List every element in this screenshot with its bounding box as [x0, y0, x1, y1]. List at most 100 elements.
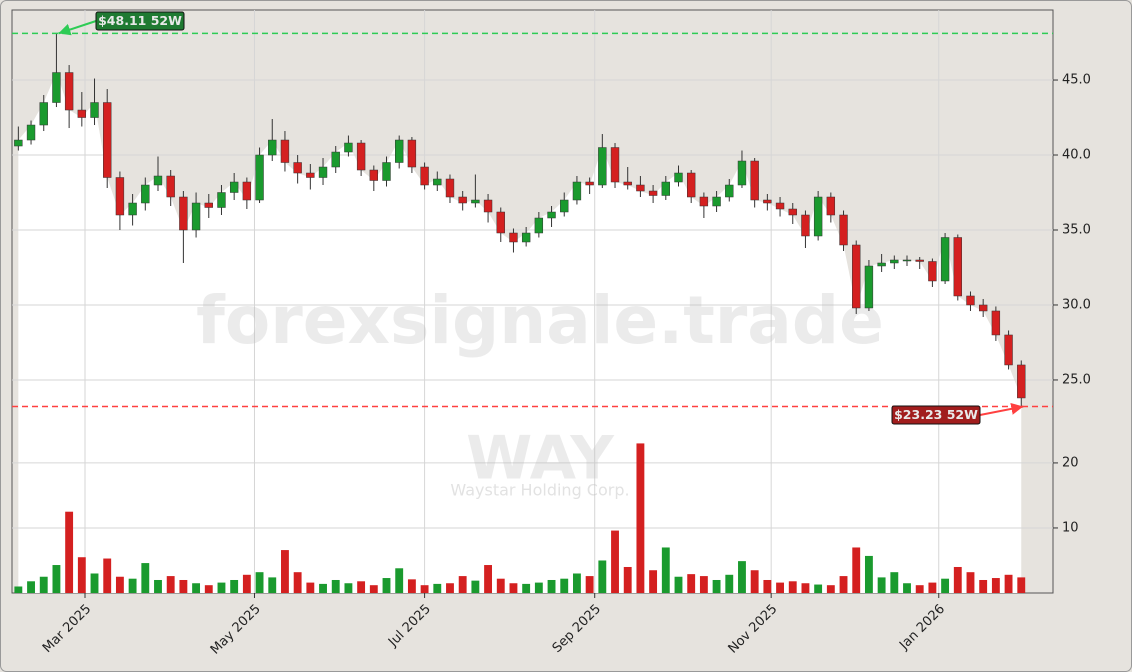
volume-bar	[27, 581, 35, 593]
candle-body	[496, 211, 505, 234]
volume-bar	[687, 574, 696, 593]
volume-bar	[77, 557, 86, 593]
volume-bar	[471, 580, 480, 593]
volume-bar	[890, 572, 899, 593]
volume-bar	[217, 582, 226, 593]
candle-body	[991, 310, 1001, 336]
volume-bar	[801, 583, 810, 593]
volume-bar	[90, 573, 99, 593]
candle-body	[395, 139, 404, 163]
volume-bar	[852, 547, 861, 593]
volume-bar	[369, 585, 378, 593]
volume-bar	[611, 530, 619, 593]
volume-bar	[192, 583, 201, 593]
candle-body	[433, 178, 442, 186]
volume-bar	[826, 585, 835, 593]
volume-bar	[357, 581, 366, 593]
candle-body	[978, 304, 988, 312]
candle-body	[788, 208, 797, 216]
volume-bar	[725, 574, 734, 593]
candle-body	[648, 190, 658, 196]
candle-body	[509, 232, 518, 243]
y-tick-label: 35.0	[1062, 222, 1091, 237]
volume-bar	[382, 578, 391, 593]
candle-body	[204, 202, 213, 208]
volume-bar	[52, 565, 61, 593]
volume-bar	[509, 583, 518, 593]
volume-bar	[750, 570, 759, 593]
candle-body	[661, 181, 670, 196]
volume-bar	[395, 568, 404, 593]
candle-body	[115, 177, 125, 216]
candle-body	[852, 244, 861, 309]
candle-body	[90, 102, 99, 118]
volume-bar	[712, 579, 721, 593]
candle-body	[699, 196, 709, 207]
candle-body	[610, 147, 620, 183]
volume-bar	[281, 550, 289, 593]
candle-body	[382, 162, 391, 181]
candle-body	[902, 259, 912, 262]
candle-body	[293, 162, 302, 174]
volume-bar	[433, 583, 442, 593]
candle-body	[674, 172, 683, 183]
volume-bar	[572, 573, 581, 593]
candle-body	[128, 202, 137, 216]
candle-body	[572, 181, 582, 201]
volume-bar	[522, 583, 531, 593]
candle-body	[166, 175, 175, 198]
candle-body	[191, 202, 201, 231]
candle-body	[737, 160, 747, 186]
candle-body	[839, 214, 848, 246]
level-label: $48.11 52W	[98, 13, 182, 28]
volume-bar	[154, 579, 162, 593]
volume-bar	[141, 563, 150, 593]
candle-body	[687, 172, 696, 198]
candle-body	[483, 199, 493, 213]
volume-bar	[636, 443, 645, 593]
y-tick-label: 30.0	[1062, 297, 1091, 312]
volume-bar	[649, 570, 658, 593]
candle-body	[966, 295, 975, 306]
candle-body	[750, 160, 759, 201]
volume-bar	[953, 566, 962, 593]
candle-body	[598, 147, 607, 186]
candle-body	[623, 181, 632, 186]
volume-bar	[928, 582, 937, 593]
candle-body	[801, 214, 810, 237]
candle-body	[306, 172, 315, 178]
candle-body	[712, 196, 721, 207]
volume-bar	[496, 578, 505, 593]
volume-bar	[293, 572, 302, 593]
volume-bar	[420, 585, 429, 593]
candle-body	[877, 262, 886, 267]
volume-bar	[484, 565, 493, 593]
candle-body	[407, 139, 417, 168]
candle-body	[534, 217, 544, 234]
volume-bar	[776, 582, 784, 593]
volume-bar	[598, 560, 607, 593]
candle-body	[521, 232, 531, 243]
level-arrow	[979, 402, 1024, 416]
candle-body	[445, 178, 455, 198]
candle-body	[331, 151, 340, 168]
volume-bar	[115, 576, 124, 593]
candle-body	[1017, 364, 1026, 399]
volume-bar	[864, 555, 873, 593]
candle-body	[103, 102, 112, 178]
volume-bar	[661, 547, 670, 593]
candle-body	[344, 142, 353, 153]
volume-bar	[839, 576, 848, 593]
candle-body	[26, 124, 36, 141]
volume-bar	[166, 576, 175, 593]
candle-body	[52, 72, 61, 103]
candle-body	[1004, 334, 1013, 366]
candle-body	[217, 192, 226, 208]
candle-body	[420, 166, 429, 186]
y-tick-label: 40.0	[1062, 148, 1091, 163]
level-label-box	[891, 405, 981, 425]
candle-body	[39, 102, 48, 126]
volume-bar	[547, 579, 556, 593]
candle-body	[356, 142, 366, 171]
candle-body	[14, 139, 23, 147]
